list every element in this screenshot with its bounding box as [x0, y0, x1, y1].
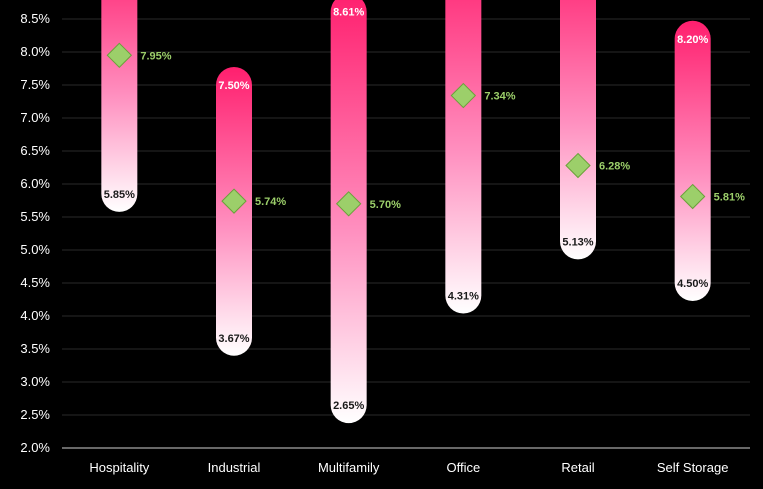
label-layer: 5.85% 7.95% Hospitality 7.50% 3.67% 5.74% Indu… — [89, 7, 745, 475]
y-tick-label: 8.5% — [20, 11, 50, 26]
y-tick-label: 5.5% — [20, 209, 50, 224]
low-value-label: 4.31% — [448, 291, 479, 303]
average-marker — [450, 82, 477, 109]
y-tick-label: 8.0% — [20, 44, 50, 59]
y-tick-label: 2.5% — [20, 407, 50, 422]
average-marker — [335, 191, 362, 217]
x-tick-label: Self Storage — [657, 460, 729, 475]
y-tick-label: 3.0% — [20, 374, 50, 389]
average-marker — [221, 188, 247, 214]
low-value-label: 5.85% — [104, 189, 135, 201]
average-marker — [565, 152, 591, 179]
average-value-label: 5.74% — [255, 196, 286, 208]
y-tick-label: 6.0% — [20, 176, 50, 191]
x-tick-label: Multifamily — [318, 460, 380, 475]
y-tick-label: 7.0% — [20, 110, 50, 125]
low-value-label: 5.13% — [562, 236, 593, 248]
y-tick-label: 4.0% — [20, 308, 50, 323]
average-value-label: 5.70% — [370, 199, 401, 211]
range-bar — [101, 0, 138, 212]
x-tick-label: Industrial — [208, 460, 261, 475]
low-value-label: 4.50% — [677, 278, 708, 290]
average-value-label: 6.28% — [599, 161, 630, 173]
high-value-label: 8.20% — [677, 34, 708, 46]
low-value-label: 2.65% — [333, 400, 364, 412]
x-tick-label: Retail — [561, 460, 594, 475]
y-tick-label: 7.5% — [20, 77, 50, 92]
y-tick-label: 5.0% — [20, 242, 50, 257]
range-bar — [445, 0, 482, 314]
average-marker — [679, 183, 706, 210]
low-value-label: 3.67% — [218, 333, 249, 345]
y-tick-label: 4.5% — [20, 275, 50, 290]
grid-layer: 2.0% 2.5% 3.0% 3.5% 4.0% 4.5% 5.0% 5.5% 6.0% 6.5%… — [20, 11, 750, 455]
y-tick-label: 6.5% — [20, 143, 50, 158]
x-tick-label: Office — [446, 460, 480, 475]
x-tick-label: Hospitality — [89, 460, 149, 475]
average-value-label: 7.34% — [484, 91, 515, 103]
high-value-label: 7.50% — [218, 80, 249, 92]
range-bar — [560, 0, 596, 260]
average-marker — [106, 42, 133, 69]
y-tick-label: 3.5% — [20, 341, 50, 356]
range-bar — [674, 20, 711, 302]
y-tick-label: 2.0% — [20, 440, 50, 455]
average-value-label: 5.81% — [714, 192, 745, 204]
high-value-label: 8.61% — [333, 7, 364, 19]
bar-layer — [101, 0, 711, 424]
average-value-label: 7.95% — [140, 50, 171, 62]
